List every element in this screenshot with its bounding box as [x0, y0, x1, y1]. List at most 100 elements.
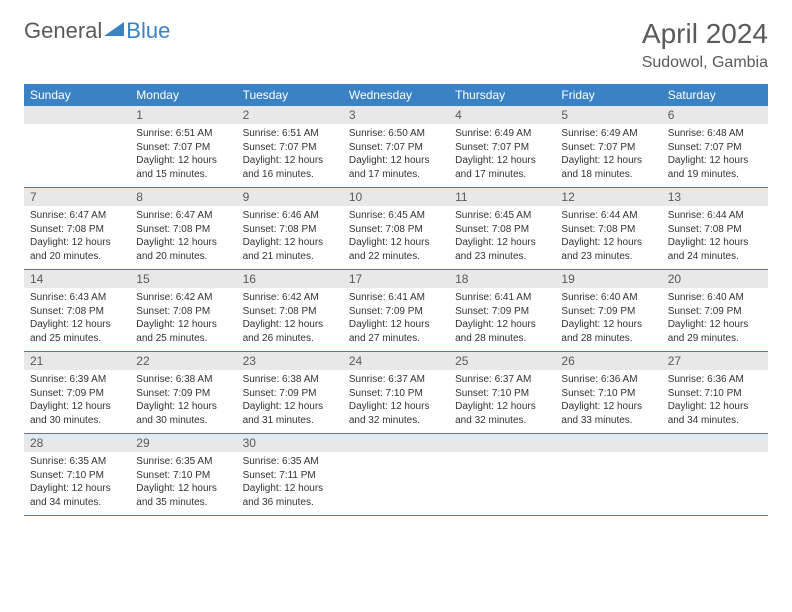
weekday-header: Tuesday [237, 84, 343, 106]
calendar-day-cell: 23Sunrise: 6:38 AM Sunset: 7:09 PM Dayli… [237, 352, 343, 434]
day-number [343, 434, 449, 452]
logo: General Blue [24, 18, 170, 44]
calendar-day-cell: 21Sunrise: 6:39 AM Sunset: 7:09 PM Dayli… [24, 352, 130, 434]
day-number: 5 [555, 106, 661, 124]
calendar-day-cell: 18Sunrise: 6:41 AM Sunset: 7:09 PM Dayli… [449, 270, 555, 352]
calendar-day-cell: 25Sunrise: 6:37 AM Sunset: 7:10 PM Dayli… [449, 352, 555, 434]
day-content: Sunrise: 6:35 AM Sunset: 7:10 PM Dayligh… [24, 452, 130, 515]
day-content: Sunrise: 6:50 AM Sunset: 7:07 PM Dayligh… [343, 124, 449, 187]
day-number: 18 [449, 270, 555, 288]
weekday-header: Monday [130, 84, 236, 106]
calendar-day-cell: 28Sunrise: 6:35 AM Sunset: 7:10 PM Dayli… [24, 434, 130, 516]
day-content: Sunrise: 6:43 AM Sunset: 7:08 PM Dayligh… [24, 288, 130, 351]
calendar-day-cell [24, 106, 130, 188]
day-content: Sunrise: 6:51 AM Sunset: 7:07 PM Dayligh… [130, 124, 236, 187]
title-block: April 2024 Sudowol, Gambia [642, 18, 768, 72]
day-number: 25 [449, 352, 555, 370]
day-number: 17 [343, 270, 449, 288]
day-number: 12 [555, 188, 661, 206]
day-content [555, 452, 661, 510]
calendar-day-cell [449, 434, 555, 516]
day-number: 15 [130, 270, 236, 288]
logo-text-blue: Blue [126, 18, 170, 44]
day-number: 9 [237, 188, 343, 206]
day-number: 21 [24, 352, 130, 370]
day-content [662, 452, 768, 510]
calendar-day-cell: 10Sunrise: 6:45 AM Sunset: 7:08 PM Dayli… [343, 188, 449, 270]
calendar-day-cell: 14Sunrise: 6:43 AM Sunset: 7:08 PM Dayli… [24, 270, 130, 352]
calendar-day-cell [343, 434, 449, 516]
location-label: Sudowol, Gambia [642, 54, 768, 72]
calendar-week-row: 7Sunrise: 6:47 AM Sunset: 7:08 PM Daylig… [24, 188, 768, 270]
day-content [449, 452, 555, 510]
calendar-day-cell: 3Sunrise: 6:50 AM Sunset: 7:07 PM Daylig… [343, 106, 449, 188]
day-content: Sunrise: 6:37 AM Sunset: 7:10 PM Dayligh… [343, 370, 449, 433]
day-content: Sunrise: 6:40 AM Sunset: 7:09 PM Dayligh… [555, 288, 661, 351]
calendar-day-cell: 24Sunrise: 6:37 AM Sunset: 7:10 PM Dayli… [343, 352, 449, 434]
weekday-header: Friday [555, 84, 661, 106]
day-number: 22 [130, 352, 236, 370]
calendar-day-cell: 16Sunrise: 6:42 AM Sunset: 7:08 PM Dayli… [237, 270, 343, 352]
day-number: 3 [343, 106, 449, 124]
calendar-day-cell: 17Sunrise: 6:41 AM Sunset: 7:09 PM Dayli… [343, 270, 449, 352]
logo-text-general: General [24, 18, 102, 44]
day-content: Sunrise: 6:38 AM Sunset: 7:09 PM Dayligh… [130, 370, 236, 433]
day-content: Sunrise: 6:44 AM Sunset: 7:08 PM Dayligh… [555, 206, 661, 269]
day-content: Sunrise: 6:44 AM Sunset: 7:08 PM Dayligh… [662, 206, 768, 269]
day-content: Sunrise: 6:40 AM Sunset: 7:09 PM Dayligh… [662, 288, 768, 351]
day-number: 26 [555, 352, 661, 370]
day-number: 2 [237, 106, 343, 124]
day-number: 11 [449, 188, 555, 206]
day-content: Sunrise: 6:42 AM Sunset: 7:08 PM Dayligh… [237, 288, 343, 351]
day-number [662, 434, 768, 452]
day-content: Sunrise: 6:35 AM Sunset: 7:11 PM Dayligh… [237, 452, 343, 515]
calendar-day-cell: 26Sunrise: 6:36 AM Sunset: 7:10 PM Dayli… [555, 352, 661, 434]
day-content: Sunrise: 6:36 AM Sunset: 7:10 PM Dayligh… [555, 370, 661, 433]
day-number: 13 [662, 188, 768, 206]
calendar-day-cell: 12Sunrise: 6:44 AM Sunset: 7:08 PM Dayli… [555, 188, 661, 270]
day-content: Sunrise: 6:47 AM Sunset: 7:08 PM Dayligh… [24, 206, 130, 269]
logo-triangle-icon [104, 22, 124, 41]
day-content: Sunrise: 6:48 AM Sunset: 7:07 PM Dayligh… [662, 124, 768, 187]
day-number: 6 [662, 106, 768, 124]
day-content: Sunrise: 6:41 AM Sunset: 7:09 PM Dayligh… [449, 288, 555, 351]
calendar-day-cell: 2Sunrise: 6:51 AM Sunset: 7:07 PM Daylig… [237, 106, 343, 188]
day-number: 19 [555, 270, 661, 288]
day-content: Sunrise: 6:49 AM Sunset: 7:07 PM Dayligh… [555, 124, 661, 187]
day-number [24, 106, 130, 124]
day-number: 10 [343, 188, 449, 206]
day-content: Sunrise: 6:45 AM Sunset: 7:08 PM Dayligh… [343, 206, 449, 269]
calendar-day-cell: 11Sunrise: 6:45 AM Sunset: 7:08 PM Dayli… [449, 188, 555, 270]
weekday-header: Sunday [24, 84, 130, 106]
calendar-day-cell: 19Sunrise: 6:40 AM Sunset: 7:09 PM Dayli… [555, 270, 661, 352]
calendar-day-cell: 6Sunrise: 6:48 AM Sunset: 7:07 PM Daylig… [662, 106, 768, 188]
calendar-day-cell: 7Sunrise: 6:47 AM Sunset: 7:08 PM Daylig… [24, 188, 130, 270]
day-number [555, 434, 661, 452]
day-number: 29 [130, 434, 236, 452]
day-content: Sunrise: 6:41 AM Sunset: 7:09 PM Dayligh… [343, 288, 449, 351]
day-content: Sunrise: 6:47 AM Sunset: 7:08 PM Dayligh… [130, 206, 236, 269]
day-number: 23 [237, 352, 343, 370]
calendar-day-cell: 30Sunrise: 6:35 AM Sunset: 7:11 PM Dayli… [237, 434, 343, 516]
calendar-day-cell: 9Sunrise: 6:46 AM Sunset: 7:08 PM Daylig… [237, 188, 343, 270]
day-content: Sunrise: 6:35 AM Sunset: 7:10 PM Dayligh… [130, 452, 236, 515]
calendar-day-cell: 13Sunrise: 6:44 AM Sunset: 7:08 PM Dayli… [662, 188, 768, 270]
day-number: 20 [662, 270, 768, 288]
day-content: Sunrise: 6:37 AM Sunset: 7:10 PM Dayligh… [449, 370, 555, 433]
day-content: Sunrise: 6:38 AM Sunset: 7:09 PM Dayligh… [237, 370, 343, 433]
day-content [24, 124, 130, 182]
day-number: 16 [237, 270, 343, 288]
day-content: Sunrise: 6:46 AM Sunset: 7:08 PM Dayligh… [237, 206, 343, 269]
calendar-day-cell: 29Sunrise: 6:35 AM Sunset: 7:10 PM Dayli… [130, 434, 236, 516]
calendar-day-cell: 22Sunrise: 6:38 AM Sunset: 7:09 PM Dayli… [130, 352, 236, 434]
calendar-week-row: 14Sunrise: 6:43 AM Sunset: 7:08 PM Dayli… [24, 270, 768, 352]
day-content: Sunrise: 6:42 AM Sunset: 7:08 PM Dayligh… [130, 288, 236, 351]
calendar-week-row: 21Sunrise: 6:39 AM Sunset: 7:09 PM Dayli… [24, 352, 768, 434]
weekday-header: Saturday [662, 84, 768, 106]
calendar-day-cell: 5Sunrise: 6:49 AM Sunset: 7:07 PM Daylig… [555, 106, 661, 188]
header: General Blue April 2024 Sudowol, Gambia [24, 18, 768, 72]
day-content: Sunrise: 6:45 AM Sunset: 7:08 PM Dayligh… [449, 206, 555, 269]
weekday-header: Thursday [449, 84, 555, 106]
calendar-day-cell: 1Sunrise: 6:51 AM Sunset: 7:07 PM Daylig… [130, 106, 236, 188]
day-content: Sunrise: 6:49 AM Sunset: 7:07 PM Dayligh… [449, 124, 555, 187]
